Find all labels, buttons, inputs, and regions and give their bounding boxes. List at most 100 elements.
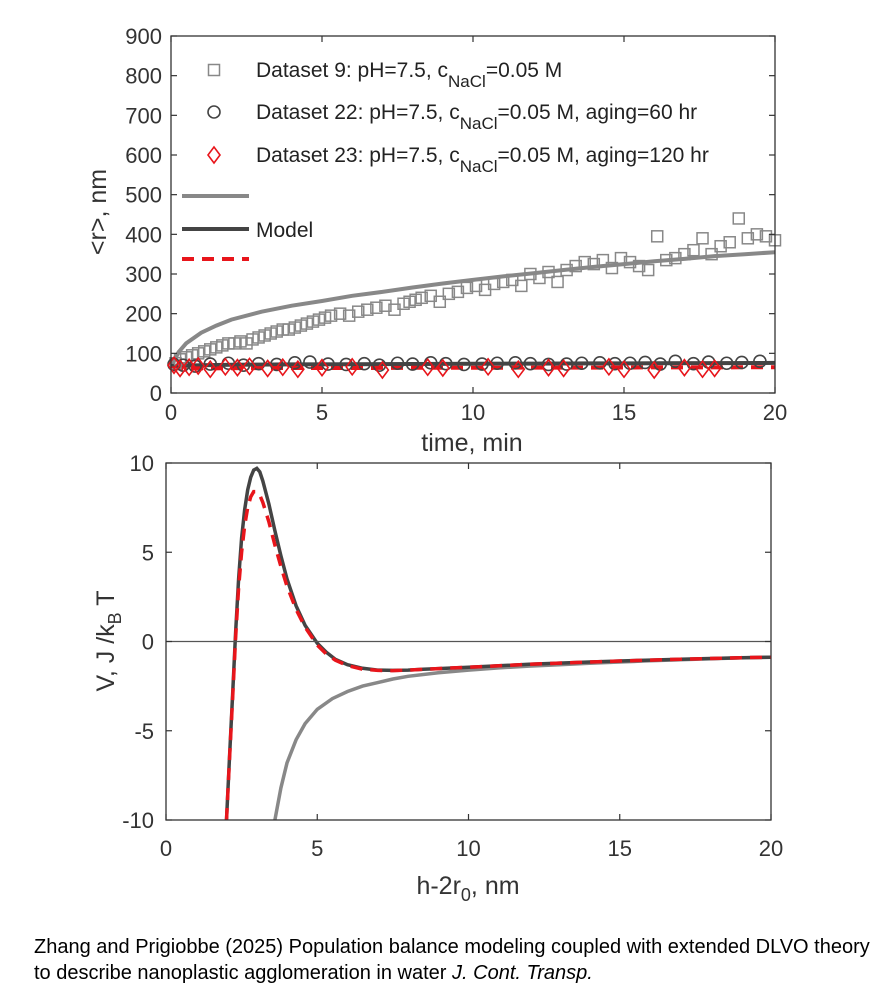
top-plot-area (167, 212, 782, 380)
top-data-point-square (660, 253, 673, 267)
top-model-curve-3 (169, 250, 776, 369)
top-data-point-square (750, 228, 764, 241)
top-data-point-diamond (647, 360, 662, 380)
bottom-plot-area (224, 466, 771, 820)
top-y-tick-label: 300 (125, 262, 162, 287)
top-data-point-diamond (275, 357, 290, 377)
top-model-curve-5 (171, 365, 776, 371)
top-y-tick-label: 200 (125, 302, 162, 327)
top-data-point-diamond (695, 359, 710, 379)
top-data-point-square (705, 247, 718, 261)
top-data-point-square (605, 261, 619, 275)
top-data-point-square (732, 212, 746, 225)
bottom-x-tick-label: 0 (160, 836, 172, 861)
top-data-point-square (515, 279, 528, 293)
top-data-point-square (623, 255, 637, 269)
top-x-tick-label: 10 (461, 400, 485, 425)
top-data-point-square (415, 291, 428, 305)
top-data-point-square (741, 232, 755, 245)
top-data-point-diamond (541, 358, 556, 377)
top-data-point-diamond (556, 359, 571, 378)
bottom-axes: 0 5 10 15 20 -10 -5 0 5 10 (122, 451, 783, 861)
top-data-point-square (361, 303, 374, 316)
top-data-point-circle (638, 355, 652, 370)
top-data-point-square (524, 267, 537, 281)
top-data-point-diamond (707, 359, 722, 378)
top-data-point-square (551, 275, 564, 289)
bottom-y-tick-label: 5 (142, 540, 154, 565)
top-data-point-square (333, 307, 347, 320)
caption-journal: J. Cont. Transp. (452, 962, 593, 984)
top-data-point-circle (508, 356, 523, 370)
top-y-tick-label: 100 (125, 341, 162, 366)
top-data-point-square (469, 279, 483, 293)
top-data-point-square (714, 239, 727, 253)
top-data-point-square (324, 309, 338, 322)
top-data-point-square (460, 281, 474, 295)
top-x-tick-label: 0 (165, 400, 177, 425)
bottom-potential-curve-2 (224, 489, 771, 820)
top-data-point-diamond (601, 357, 616, 377)
top-data-point-circle (668, 354, 683, 369)
top-y-tick-label: 800 (125, 64, 162, 89)
legend-label: Model (256, 219, 313, 242)
top-y-tick-label: 500 (125, 183, 162, 208)
top-data-point-diamond (345, 357, 360, 377)
top-data-point-circle (457, 357, 471, 372)
top-data-point-square (451, 285, 465, 299)
top-data-point-square (723, 236, 736, 249)
top-y-tick-label: 900 (125, 24, 162, 49)
legend-marker-diamond (207, 145, 221, 165)
legend-marker-circle (207, 105, 221, 119)
top-data-point-square (370, 301, 383, 314)
top-data-point-diamond (218, 357, 233, 377)
top-data-point-diamond (191, 356, 206, 376)
top-data-point-square (759, 230, 773, 243)
top-data-point-diamond (203, 359, 218, 379)
bottom-y-tick-label: -5 (134, 719, 154, 744)
bottom-y-axis-label: V, J /kB T (92, 591, 125, 692)
top-data-point-diamond (242, 357, 257, 376)
top-data-point-square (379, 299, 392, 312)
top-data-point-square (342, 309, 356, 322)
legend-marker-square (207, 63, 221, 77)
bottom-x-axis-label: h-2r0, nm (416, 872, 519, 905)
top-data-point-diamond (511, 359, 526, 379)
top-y-tick-label: 600 (125, 143, 162, 168)
bottom-x-tick-label: 10 (456, 836, 480, 861)
top-data-point-square (542, 265, 555, 279)
top-data-point-circle (475, 357, 489, 371)
top-data-point-diamond (230, 358, 245, 377)
top-data-point-square (496, 275, 510, 289)
top-data-point-square (587, 257, 601, 271)
top-y-tick-label: 700 (125, 103, 162, 128)
top-y-tick-label: 0 (150, 381, 162, 406)
top-data-point-square (632, 259, 646, 273)
top-x-tick-label: 15 (612, 400, 636, 425)
top-data-point-circle (734, 355, 749, 370)
top-data-point-square (560, 263, 573, 277)
top-data-point-diamond (677, 358, 692, 377)
top-data-point-circle (236, 358, 251, 373)
bottom-x-tick-label: 15 (608, 836, 632, 861)
top-data-point-square (569, 259, 582, 273)
top-data-point-circle (390, 356, 405, 371)
top-data-point-square (650, 230, 664, 243)
top-data-point-circle (339, 357, 353, 372)
top-data-point-diamond (481, 357, 496, 377)
top-x-tick-label: 5 (316, 400, 328, 425)
bottom-chart-panel: 0 5 10 15 20 -10 -5 0 5 10 h-2r0, nm V, J /kB T (92, 451, 783, 905)
top-data-point-circle (203, 357, 218, 371)
legend-label: Dataset 23: pH=7.5, cNaCl=0.05 M, aging=… (256, 144, 709, 176)
top-data-point-square (696, 232, 709, 245)
top-data-point-circle (719, 356, 734, 371)
top-data-point-circle (405, 357, 420, 371)
top-data-point-circle (523, 356, 538, 371)
figure-caption: Zhang and Prigiobbe (2025) Population ba… (34, 934, 874, 986)
top-data-point-square (596, 253, 610, 267)
top-data-point-square (487, 277, 501, 291)
top-data-point-diamond (315, 358, 329, 377)
